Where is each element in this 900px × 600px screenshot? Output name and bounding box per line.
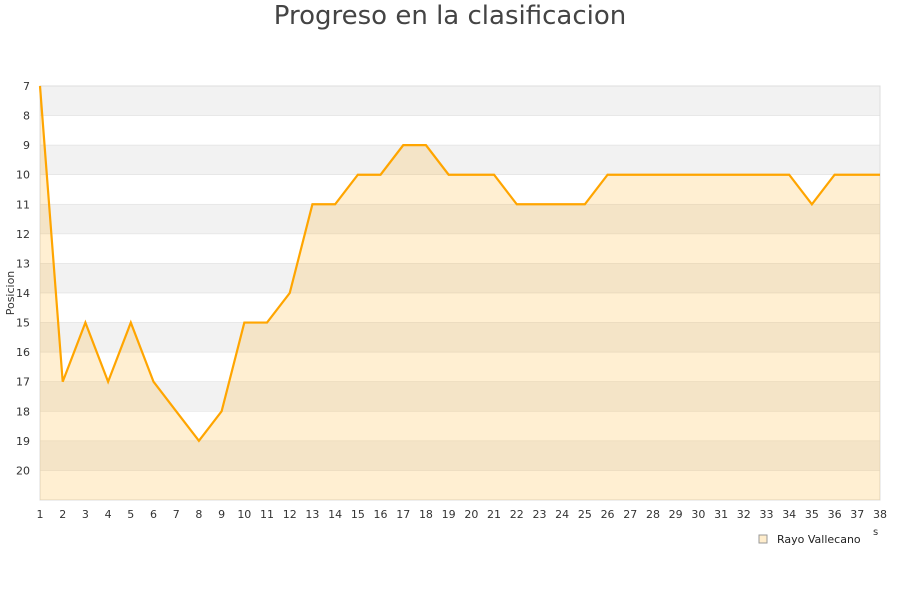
legend-swatch: [758, 534, 768, 544]
x-tick-label: 13: [305, 508, 319, 521]
y-axis-label: Posicion: [4, 271, 17, 316]
y-tick-label: 16: [16, 346, 30, 359]
grid-band: [39, 440, 881, 471]
x-tick-label: 18: [419, 508, 433, 521]
x-tick-label: 10: [237, 508, 251, 521]
x-tick-label: 6: [150, 508, 157, 521]
x-tick-label: 38: [873, 508, 887, 521]
grid-band: [39, 85, 881, 116]
x-tick-label: 26: [601, 508, 615, 521]
y-tick-label: 12: [16, 228, 30, 241]
x-tick-label: 3: [82, 508, 89, 521]
x-tick-label: 27: [623, 508, 637, 521]
x-tick-label: 29: [669, 508, 683, 521]
x-tick-label: 22: [510, 508, 524, 521]
y-tick-label: 17: [16, 376, 30, 389]
y-tick-label: 9: [23, 139, 30, 152]
grid-band: [39, 115, 881, 146]
x-tick-label: 1: [37, 508, 44, 521]
x-tick-label: 14: [328, 508, 342, 521]
y-tick-label: 13: [16, 257, 30, 270]
x-tick-label: 33: [759, 508, 773, 521]
y-tick-label: 8: [23, 110, 30, 123]
x-tick-label: 34: [782, 508, 796, 521]
chart-title: Progreso en la clasificacion: [274, 1, 626, 31]
x-tick-label: 11: [260, 508, 274, 521]
y-tick-label: 20: [16, 464, 30, 477]
grid-band: [39, 203, 881, 235]
grid-band: [39, 174, 881, 205]
x-tick-label: 21: [487, 508, 501, 521]
x-tick-label: 35: [805, 508, 819, 521]
x-tick-label: 31: [714, 508, 728, 521]
y-tick-label: 18: [16, 405, 30, 418]
x-tick-label: 5: [127, 508, 134, 521]
x-tick-label: 32: [737, 508, 751, 521]
y-tick-label: 7: [23, 80, 30, 93]
x-tick-label: 30: [691, 508, 705, 521]
y-tick-label: 10: [16, 169, 30, 182]
clipped-axis-text: s: [873, 527, 878, 538]
x-tick-label: 24: [555, 508, 569, 521]
x-tick-label: 37: [850, 508, 864, 521]
y-tick-label: 19: [16, 435, 30, 448]
x-tick-label: 4: [105, 508, 112, 521]
x-tick-label: 25: [578, 508, 592, 521]
x-tick-label: 15: [351, 508, 365, 521]
y-tick-label: 14: [16, 287, 30, 300]
x-tick-label: 28: [646, 508, 660, 521]
x-tick-label: 7: [173, 508, 180, 521]
x-tick-label: 20: [464, 508, 478, 521]
x-tick-label: 17: [396, 508, 410, 521]
x-tick-label: 16: [374, 508, 388, 521]
x-tick-label: 19: [442, 508, 456, 521]
plot-border: [39, 85, 881, 501]
x-tick-label: 12: [283, 508, 297, 521]
series-line: [38, 85, 880, 443]
grid-band: [39, 144, 881, 176]
x-tick-label: 8: [195, 508, 202, 521]
grid-band: [39, 322, 881, 353]
legend-label[interactable]: Rayo Vallecano: [777, 533, 861, 546]
x-tick-label: 36: [828, 508, 842, 521]
x-tick-label: 2: [59, 508, 66, 521]
x-tick-label: 23: [532, 508, 546, 521]
grid-band: [39, 263, 881, 294]
grid-band: [39, 233, 881, 264]
y-tick-label: 15: [16, 317, 30, 330]
grid-band: [39, 292, 881, 323]
series-area: [40, 86, 880, 500]
x-tick-label: 9: [218, 508, 225, 521]
y-tick-label: 11: [16, 198, 30, 211]
